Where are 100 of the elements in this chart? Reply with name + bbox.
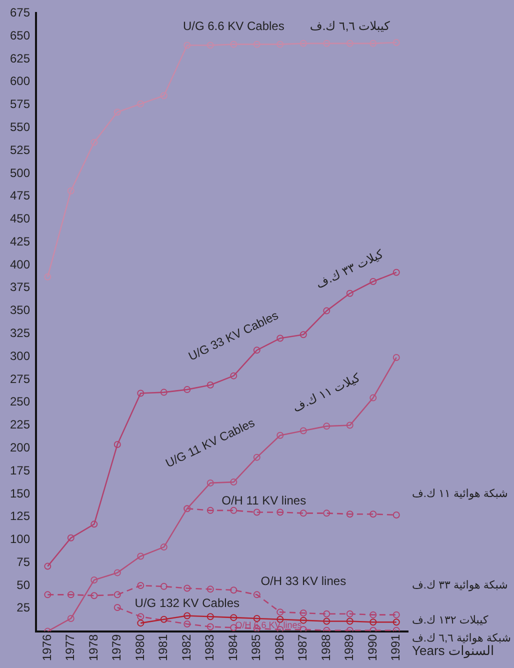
x-tick-label: 1985 xyxy=(249,634,264,662)
point xyxy=(230,614,238,622)
point xyxy=(346,610,354,618)
x-tick-label: 1976 xyxy=(40,634,54,662)
point xyxy=(392,611,400,618)
point xyxy=(184,386,191,394)
y-tick-label: 500 xyxy=(10,166,30,180)
point xyxy=(346,290,354,297)
point xyxy=(44,273,52,280)
point xyxy=(114,591,121,598)
point xyxy=(160,616,168,623)
point xyxy=(323,307,330,314)
series-label: U/G 6.6 KV Cables xyxy=(182,19,284,34)
point xyxy=(137,552,144,560)
y-tick-label: 250 xyxy=(10,394,30,409)
point xyxy=(206,586,214,593)
text: U/G 11 KV Cables xyxy=(163,416,257,470)
point xyxy=(392,39,400,46)
point xyxy=(67,591,74,598)
point xyxy=(346,618,354,625)
point xyxy=(323,618,330,625)
point xyxy=(276,40,284,48)
x-tick-label: 1982 xyxy=(179,634,194,662)
point xyxy=(370,394,377,402)
y-tick-label: 450 xyxy=(10,212,30,226)
point xyxy=(44,591,52,598)
point xyxy=(253,591,260,598)
y-tick-label: 100 xyxy=(10,532,30,546)
point xyxy=(67,187,74,194)
y-tick-label: 525 xyxy=(10,142,30,157)
point xyxy=(253,614,260,622)
text: U/G 33 KV Cables xyxy=(186,308,280,364)
x-tick-label: 1984 xyxy=(226,634,240,662)
y-tick-label: 225 xyxy=(10,418,30,432)
y-tick-label: 200 xyxy=(10,440,30,454)
point xyxy=(230,372,238,380)
point xyxy=(392,512,400,519)
text: شبكة هوائية ٣٣ ك.ف xyxy=(412,580,508,592)
text: كيبلات ١٣٢ ك.ف xyxy=(412,614,489,626)
point xyxy=(323,610,330,618)
point xyxy=(206,623,214,630)
point xyxy=(370,40,377,47)
point xyxy=(392,618,400,626)
y-tick-label: 325 xyxy=(10,326,30,340)
y-tick-label: 25 xyxy=(16,600,30,615)
x-tick-label: 1981 xyxy=(156,634,170,662)
point xyxy=(206,479,214,486)
point xyxy=(67,534,74,542)
point xyxy=(184,584,191,592)
x-tick-label: 1990 xyxy=(365,634,380,662)
x-tick-label: 1988 xyxy=(318,634,333,662)
point xyxy=(90,138,98,146)
point xyxy=(323,40,330,47)
point xyxy=(137,613,144,620)
text: شبكة هوائية ١١ ك.ف xyxy=(412,488,508,500)
point xyxy=(300,40,307,47)
annotation: كيلات ١١ ك.ف xyxy=(290,370,362,415)
y-tick-label: 175 xyxy=(10,463,30,478)
point xyxy=(300,609,307,616)
point xyxy=(137,582,144,590)
point xyxy=(276,508,284,516)
point xyxy=(206,381,214,388)
y-tick-label: 675 xyxy=(10,6,30,20)
point xyxy=(276,608,284,616)
y-tick-label: 75 xyxy=(16,554,30,569)
point xyxy=(206,42,214,49)
point xyxy=(392,268,400,276)
y-tick-label: 300 xyxy=(10,348,30,363)
y-tick-label: 375 xyxy=(10,280,30,294)
point xyxy=(300,616,307,624)
point xyxy=(114,604,121,611)
point xyxy=(346,510,354,518)
annotation: كيبلات ٦,٦ ك.ف xyxy=(310,19,390,34)
point xyxy=(160,388,168,396)
point xyxy=(90,576,98,584)
point xyxy=(370,618,377,626)
point xyxy=(300,331,307,338)
point xyxy=(300,510,307,517)
point xyxy=(160,544,168,551)
x-tick-label: 1978 xyxy=(86,634,100,662)
point xyxy=(323,510,330,517)
point xyxy=(230,506,238,514)
point xyxy=(276,432,284,439)
x-tick-label: 1980 xyxy=(132,634,147,662)
point xyxy=(160,92,168,100)
point xyxy=(137,100,144,108)
y-tick-label: 550 xyxy=(10,120,30,134)
point xyxy=(114,441,121,448)
point xyxy=(137,620,144,627)
y-tick-label: 625 xyxy=(10,51,30,66)
point xyxy=(253,454,260,461)
point xyxy=(230,478,238,486)
point xyxy=(44,562,52,570)
point xyxy=(392,354,400,362)
y-tick-label: 125 xyxy=(10,509,30,524)
point xyxy=(67,614,74,622)
point xyxy=(370,510,377,518)
point xyxy=(137,390,144,397)
point xyxy=(184,42,191,49)
point xyxy=(300,427,307,434)
